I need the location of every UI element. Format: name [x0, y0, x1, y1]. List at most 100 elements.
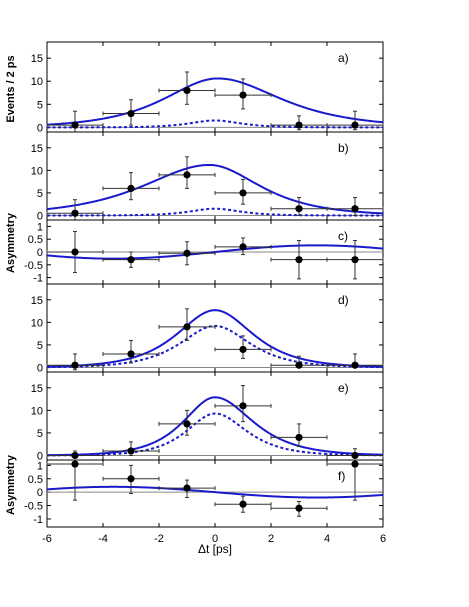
data-marker — [295, 504, 303, 512]
data-marker — [351, 451, 359, 460]
data-marker — [295, 121, 303, 129]
panel-frame — [46, 459, 384, 528]
data-point — [46, 199, 104, 221]
background-curve — [46, 412, 384, 457]
y-tick-label: 0 — [37, 362, 43, 374]
y-axis-title-asymmetry-c: Asymmetry — [5, 212, 17, 273]
panel-c: 10.50-0.5-1 c) — [24, 219, 384, 285]
y-tick-label: 15 — [31, 295, 43, 307]
x-tick-label: -2 — [154, 533, 164, 545]
data-point — [102, 339, 160, 364]
data-marker — [295, 433, 303, 442]
x-tick-label: 6 — [380, 533, 386, 545]
data-marker — [183, 171, 191, 179]
panel-frame — [46, 371, 384, 461]
panel-label: c) — [338, 229, 348, 243]
data-point — [214, 237, 272, 256]
data-marker — [239, 345, 247, 354]
y-tick-label: 10 — [31, 317, 43, 329]
data-marker — [71, 248, 79, 256]
data-point — [102, 251, 160, 268]
data-point — [158, 409, 216, 436]
data-marker — [183, 249, 191, 257]
data-marker — [239, 243, 247, 251]
panel-a: 0 5 10 15 a) — [31, 41, 384, 134]
data-point — [326, 353, 384, 369]
data-marker — [127, 109, 135, 118]
panel-f: 1 0.50 -0.5-1 f) — [24, 459, 384, 528]
data-marker — [239, 91, 247, 99]
background-curve — [47, 119, 383, 129]
data-point — [214, 335, 272, 359]
y-tick-label: -1 — [33, 514, 43, 526]
fit-curve — [46, 163, 384, 215]
y-tick-label: 15 — [31, 143, 43, 155]
panel-b: 0 5 10 15 b) — [31, 131, 384, 222]
x-tick-label: 2 — [268, 533, 274, 545]
data-marker — [239, 402, 247, 410]
data-point — [158, 479, 216, 499]
panel-e: 0 5 10 15 e) — [31, 371, 384, 462]
data-marker — [295, 361, 303, 369]
y-tick-label: 10 — [31, 76, 43, 88]
x-tick-label: -6 — [42, 533, 52, 545]
y-tick-label: 5 — [37, 188, 43, 200]
data-point — [326, 110, 384, 131]
fit-curve — [46, 309, 384, 368]
y-tick-label: -0.5 — [24, 501, 43, 513]
data-point — [214, 178, 272, 205]
y-tick-label: -1 — [33, 273, 43, 285]
data-marker — [295, 256, 303, 264]
x-axis-title: Δt [ps] — [198, 542, 232, 556]
y-tick-label: 15 — [31, 383, 43, 395]
data-marker — [127, 447, 135, 455]
data-marker — [351, 121, 359, 129]
y-tick-label: 0 — [37, 122, 43, 134]
data-point — [270, 423, 328, 447]
fit-curve — [46, 396, 384, 457]
data-marker — [351, 256, 359, 264]
data-point — [46, 353, 104, 371]
y-tick-label: 0.5 — [28, 474, 43, 486]
y-tick-label: 0 — [37, 247, 43, 259]
y-axis-title-asymmetry-f: Asymmetry — [5, 454, 17, 515]
y-tick-label: 15 — [31, 53, 43, 65]
data-marker — [127, 184, 135, 193]
data-marker — [71, 209, 79, 217]
y-tick-label: 1 — [37, 460, 43, 472]
data-marker — [183, 420, 191, 428]
data-marker — [127, 350, 135, 358]
panel-frame — [46, 41, 384, 133]
panel-label: d) — [338, 293, 349, 307]
data-marker — [71, 121, 79, 129]
panel-label: e) — [338, 381, 349, 395]
panel-label: b) — [338, 141, 349, 155]
data-point — [214, 495, 272, 513]
background-curve — [47, 207, 383, 217]
x-tick-label: 4 — [324, 533, 330, 545]
data-point — [214, 78, 272, 110]
data-marker — [183, 86, 191, 95]
data-marker — [127, 475, 135, 483]
data-point — [326, 196, 384, 216]
data-marker — [239, 189, 247, 197]
data-point — [158, 71, 216, 105]
data-marker — [351, 205, 359, 213]
x-tick-label: -4 — [98, 533, 108, 545]
data-marker — [351, 361, 359, 369]
data-marker — [183, 484, 191, 492]
data-marker — [351, 460, 359, 468]
data-point — [326, 459, 384, 501]
fit-curve — [46, 77, 384, 126]
data-point — [102, 464, 160, 494]
asymmetry-curve — [46, 485, 384, 499]
y-tick-label: 0 — [37, 450, 43, 462]
y-tick-label: 5 — [37, 99, 43, 111]
y-tick-label: 5 — [37, 428, 43, 440]
y-axis-title-events: Events / 2 ps — [5, 55, 17, 122]
x-axis: -6 -4 -2 0 2 4 6 — [42, 533, 386, 545]
y-tick-label: 5 — [37, 340, 43, 352]
data-point — [214, 385, 272, 423]
data-point — [46, 110, 104, 133]
